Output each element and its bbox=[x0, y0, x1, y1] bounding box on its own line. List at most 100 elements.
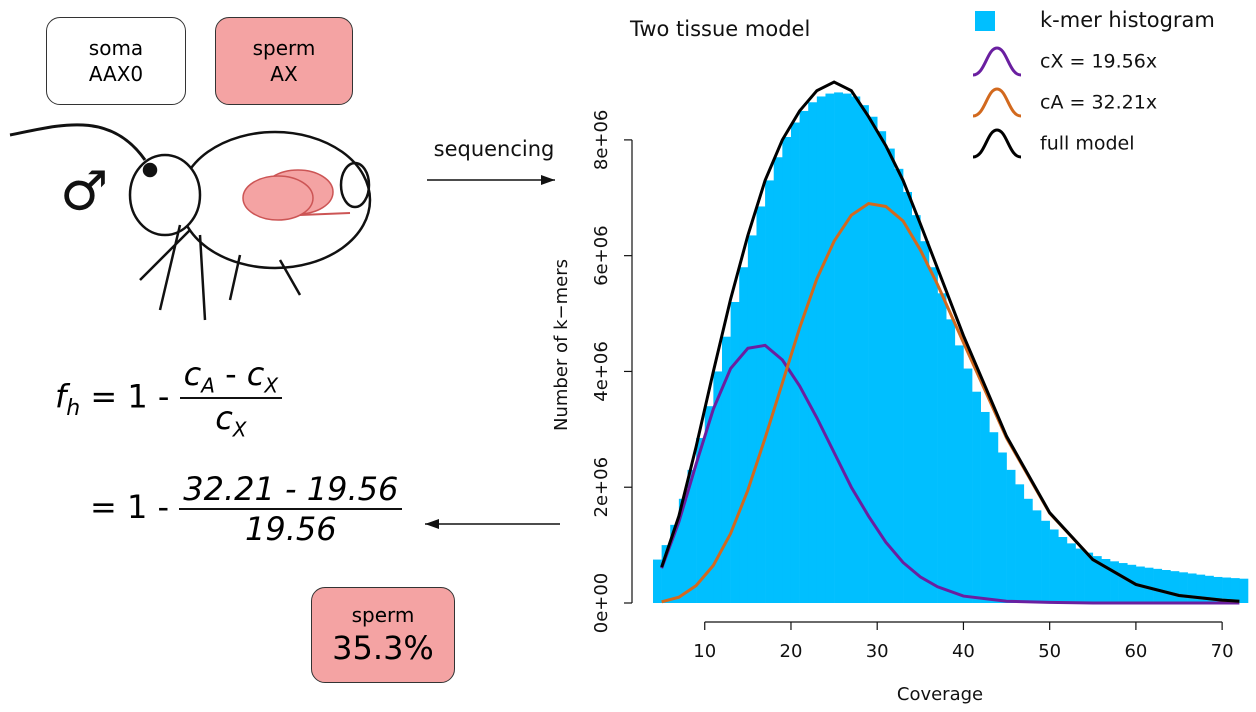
sub: A bbox=[201, 373, 215, 398]
bar bbox=[773, 157, 783, 603]
x-tick-label: 50 bbox=[1038, 641, 1061, 662]
bar bbox=[696, 438, 706, 603]
bar bbox=[1153, 568, 1163, 603]
eq: = 1 - bbox=[90, 488, 170, 526]
eq: = 1 - bbox=[90, 377, 170, 416]
bar bbox=[980, 411, 990, 603]
x-tick-label: 70 bbox=[1211, 641, 1234, 662]
y-tick-label: 0e+00 bbox=[591, 573, 612, 634]
bar bbox=[911, 215, 921, 603]
bar bbox=[721, 336, 731, 603]
legend-label: cA = 32.21x bbox=[1040, 92, 1157, 114]
bar bbox=[1213, 576, 1223, 603]
bar bbox=[1110, 561, 1119, 603]
x-tick-label: 10 bbox=[693, 641, 716, 662]
bar bbox=[963, 368, 973, 603]
legend-swatch bbox=[975, 11, 995, 31]
bar bbox=[1066, 543, 1076, 603]
bar bbox=[954, 345, 964, 603]
legend-label: cX = 19.56x bbox=[1040, 51, 1157, 73]
model-line bbox=[660, 80, 1240, 603]
bar bbox=[920, 241, 930, 603]
bar bbox=[670, 524, 680, 603]
y-tick-label: 8e+06 bbox=[591, 110, 612, 171]
bar bbox=[894, 168, 904, 604]
x-tick-label: 20 bbox=[780, 641, 803, 662]
fraction: cA - cX cX bbox=[179, 355, 283, 442]
bar bbox=[851, 96, 861, 603]
bar bbox=[885, 148, 895, 604]
f: f bbox=[55, 377, 67, 416]
x-tick-label: 40 bbox=[952, 641, 975, 662]
y-axis-title: Number of k−mers bbox=[551, 259, 572, 431]
bar bbox=[903, 191, 912, 603]
bar bbox=[678, 498, 688, 603]
x-tick-label: 60 bbox=[1124, 641, 1147, 662]
bar bbox=[790, 122, 800, 604]
chart-title: Two tissue model bbox=[629, 17, 810, 41]
arrow-head bbox=[541, 175, 555, 185]
bar bbox=[1187, 573, 1197, 603]
bar bbox=[997, 452, 1007, 603]
bar bbox=[816, 96, 826, 603]
y-tick-label: 6e+06 bbox=[591, 225, 612, 286]
bar bbox=[1092, 556, 1102, 603]
bar bbox=[877, 131, 887, 603]
bar bbox=[1049, 529, 1059, 603]
bar bbox=[1015, 484, 1025, 603]
bar bbox=[1084, 552, 1094, 603]
bar bbox=[859, 105, 869, 604]
bar bbox=[808, 102, 818, 603]
label: AX bbox=[270, 62, 298, 86]
formula: fh = 1 - cA - cX cX bbox=[55, 355, 283, 442]
sub: X bbox=[232, 417, 247, 442]
bar bbox=[1161, 570, 1171, 603]
bar bbox=[937, 293, 947, 603]
bar bbox=[1075, 548, 1085, 603]
numerator: 32.21 - 19.56 bbox=[179, 470, 403, 510]
fraction: 32.21 - 19.56 19.56 bbox=[179, 470, 403, 548]
bar bbox=[1222, 577, 1232, 603]
c: c bbox=[183, 355, 202, 393]
bar bbox=[653, 559, 662, 603]
soma-box: soma AAX0 bbox=[46, 17, 186, 105]
label: sperm bbox=[351, 603, 415, 627]
bar bbox=[1230, 578, 1240, 603]
bar bbox=[868, 116, 878, 603]
arrow-label: sequencing bbox=[434, 137, 555, 161]
y-tick-label: 4e+06 bbox=[591, 341, 612, 402]
bar bbox=[1239, 578, 1249, 603]
bar bbox=[972, 391, 981, 603]
arrow-head bbox=[425, 519, 439, 529]
value: 35.3% bbox=[332, 629, 434, 667]
c: c bbox=[215, 399, 233, 438]
insect bbox=[9, 123, 372, 321]
sub: X bbox=[264, 373, 279, 398]
x-axis-title: Coverage bbox=[897, 684, 983, 705]
bar bbox=[825, 93, 835, 604]
minus: - bbox=[225, 355, 247, 393]
bar bbox=[1032, 510, 1042, 603]
bar bbox=[765, 180, 775, 603]
legend-line bbox=[972, 128, 1022, 159]
x-tick-label: 30 bbox=[866, 641, 889, 662]
bar bbox=[704, 406, 714, 603]
f-sub: h bbox=[66, 395, 81, 421]
bar bbox=[1204, 575, 1214, 603]
label: AAX0 bbox=[88, 62, 144, 86]
bar bbox=[946, 319, 956, 603]
bar bbox=[799, 110, 809, 603]
bar bbox=[928, 267, 938, 603]
bar bbox=[1170, 571, 1180, 603]
bar bbox=[687, 469, 697, 603]
bar bbox=[1006, 469, 1016, 603]
bar bbox=[713, 371, 723, 603]
bar bbox=[1058, 537, 1068, 603]
legend-line bbox=[972, 46, 1022, 77]
bar bbox=[842, 93, 852, 604]
calculation: = 1 - 32.21 - 19.56 19.56 bbox=[90, 470, 403, 548]
bar bbox=[1118, 563, 1128, 603]
bar bbox=[1101, 559, 1111, 603]
